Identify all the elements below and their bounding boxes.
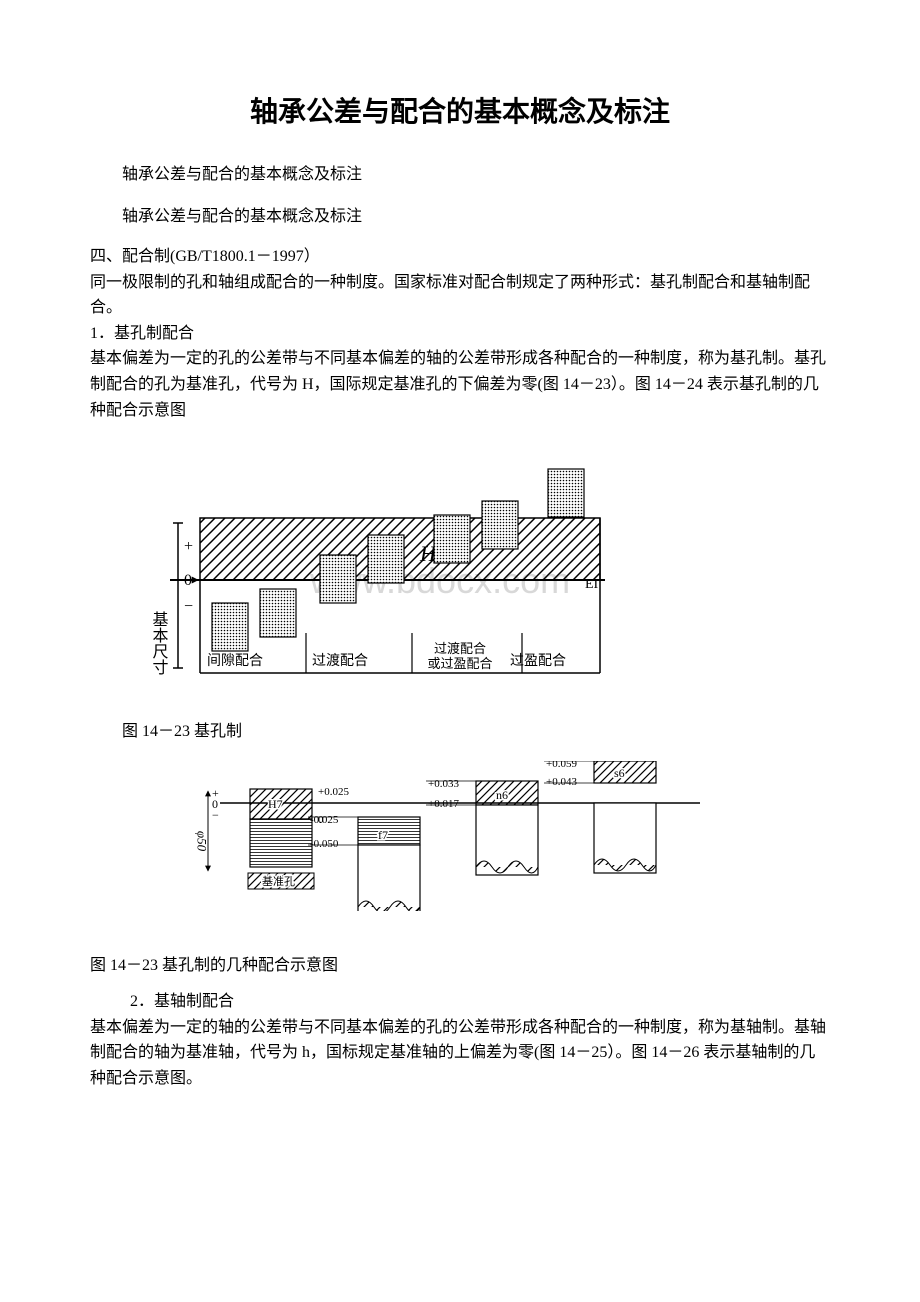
svg-text:s6: s6 bbox=[614, 766, 625, 780]
figure-14-23-caption: 图 14－23 基孔制 bbox=[90, 717, 830, 741]
svg-text:H7: H7 bbox=[268, 797, 283, 811]
svg-text:n6: n6 bbox=[496, 788, 508, 802]
svg-text:−: − bbox=[184, 598, 193, 615]
subsection-1-heading: 1．基孔制配合 bbox=[90, 321, 830, 347]
subtitle-1: 轴承公差与配合的基本概念及标注 bbox=[90, 160, 830, 184]
svg-text:EI: EI bbox=[585, 577, 599, 592]
svg-text:f7: f7 bbox=[378, 828, 388, 842]
diagram-fit-system-hole-basis: www.bdocx.com+0−基本尺寸HEI间隙配合过渡配合过渡配合或过盈配合… bbox=[130, 443, 830, 703]
svg-text:+0.033: +0.033 bbox=[428, 778, 459, 790]
svg-text:φ50: φ50 bbox=[195, 831, 210, 852]
page-title: 轴承公差与配合的基本概念及标注 bbox=[90, 90, 830, 130]
svg-text:-0.050: -0.050 bbox=[310, 838, 339, 850]
svg-text:过渡配合: 过渡配合 bbox=[434, 641, 486, 656]
subtitle-2: 轴承公差与配合的基本概念及标注 bbox=[90, 202, 830, 226]
svg-text:+0.059: +0.059 bbox=[546, 761, 577, 770]
figure-14-23b-caption: 图 14－23 基孔制的几种配合示意图 bbox=[90, 951, 830, 975]
svg-text:间隙配合: 间隙配合 bbox=[207, 653, 263, 669]
svg-text:过渡配合: 过渡配合 bbox=[312, 653, 368, 669]
diagram-fit-examples: +0−φ50+0.0250H7H7基准孔基准孔-0.025-0.050f7f7+… bbox=[190, 761, 830, 911]
svg-text:过盈配合: 过盈配合 bbox=[510, 653, 566, 669]
paragraph-1: 同一极限制的孔和轴组成配合的一种制度。国家标准对配合制规定了两种形式：基孔制配合… bbox=[90, 270, 830, 321]
svg-text:+0.043: +0.043 bbox=[546, 776, 577, 788]
svg-text:-0.025: -0.025 bbox=[310, 814, 339, 826]
svg-text:基本尺寸: 基本尺寸 bbox=[150, 611, 169, 675]
svg-text:或过盈配合: 或过盈配合 bbox=[427, 656, 492, 671]
paragraph-2: 基本偏差为一定的孔的公差带与不同基本偏差的轴的公差带形成各种配合的一种制度，称为… bbox=[90, 346, 830, 423]
svg-text:+0.025: +0.025 bbox=[318, 786, 349, 798]
svg-text:−: − bbox=[212, 808, 219, 822]
svg-text:+: + bbox=[184, 538, 193, 555]
paragraph-3: 基本偏差为一定的轴的公差带与不同基本偏差的孔的公差带形成各种配合的一种制度，称为… bbox=[90, 1015, 830, 1092]
svg-text:基准孔: 基准孔 bbox=[262, 875, 295, 888]
section-4-heading: 四、配合制(GB/T1800.1－1997） bbox=[90, 244, 830, 270]
svg-text:+0.017: +0.017 bbox=[428, 798, 459, 810]
subsection-2-heading: 2．基轴制配合 bbox=[90, 989, 830, 1015]
